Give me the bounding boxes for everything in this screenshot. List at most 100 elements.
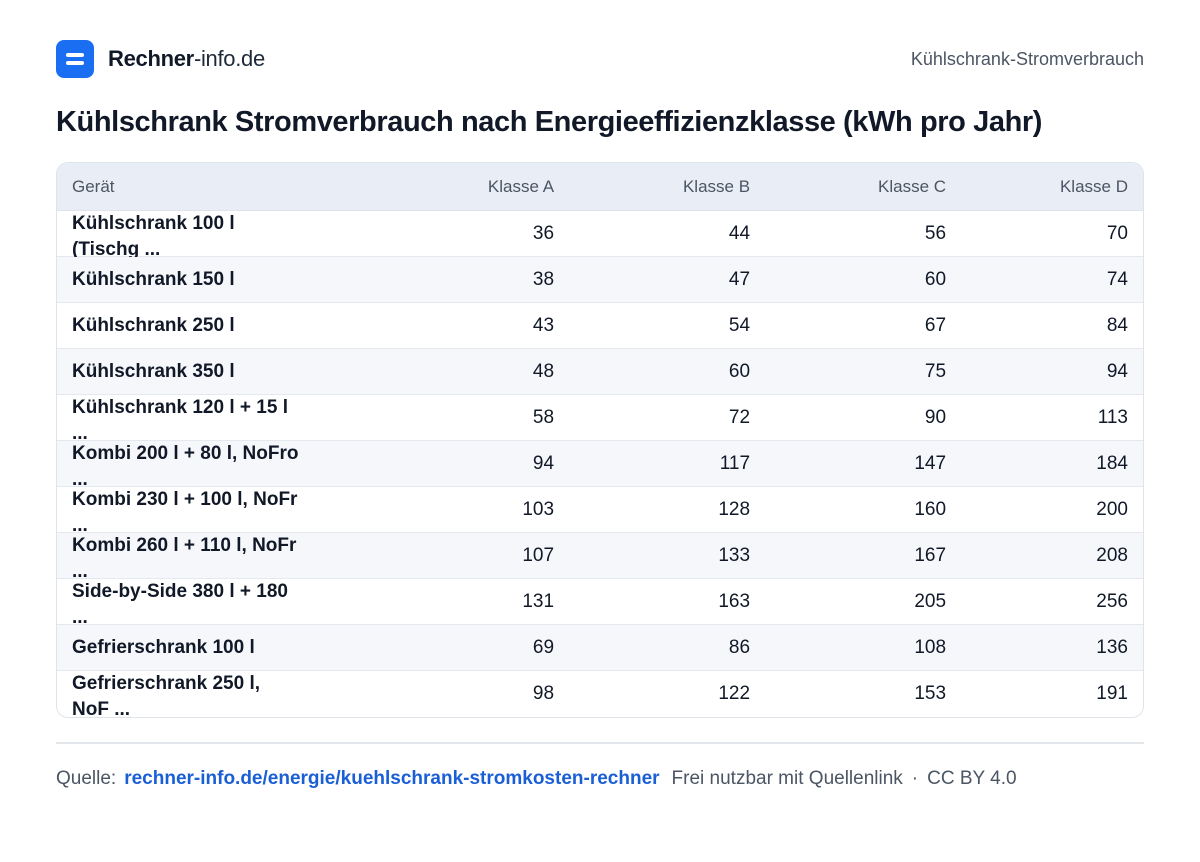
license-note: Frei nutzbar mit Quellenlink bbox=[671, 768, 903, 789]
row-cell-geraet: Kombi 200 l + 80 l, NoFro ... bbox=[57, 441, 358, 487]
value-cell-klasse-d: 256 bbox=[1096, 590, 1128, 612]
value-cell-klasse-a: 107 bbox=[522, 544, 555, 566]
device-name: Gefrierschrank 100 l bbox=[72, 636, 255, 658]
value-cell-klasse-b: 44 bbox=[728, 222, 751, 244]
table-row: Gefrierschrank 100 l 69 86 108 136 bbox=[57, 625, 1143, 671]
table-row: Kühlschrank 120 l + 15 l ... 58 72 90 113 bbox=[57, 395, 1143, 441]
device-name: Kühlschrank 100 l (Tischg ... bbox=[72, 212, 235, 257]
value-cell-klasse-d: 70 bbox=[1106, 222, 1128, 244]
value-cell-klasse-d: 208 bbox=[1096, 544, 1128, 566]
site-header: Rechner-info.de Kühlschrank-Stromverbrau… bbox=[56, 40, 1144, 78]
value-cell-klasse-c: 108 bbox=[914, 636, 947, 658]
value-cell-klasse-c: 67 bbox=[924, 314, 947, 336]
value-cell-klasse-d: 113 bbox=[1097, 406, 1128, 428]
device-name: Side-by-Side 380 l + 180 ... bbox=[72, 580, 288, 625]
table-row: Kühlschrank 150 l 38 47 60 74 bbox=[57, 257, 1143, 303]
value-cell-klasse-b: 60 bbox=[728, 360, 751, 382]
brand-logo-icon bbox=[56, 40, 94, 78]
value-cell-klasse-d: 200 bbox=[1096, 498, 1128, 520]
value-cell-klasse-c: 153 bbox=[914, 683, 947, 704]
table-row: Kühlschrank 250 l 43 54 67 84 bbox=[57, 303, 1143, 349]
value-cell-klasse-c: 60 bbox=[924, 268, 947, 290]
device-name: Gefrierschrank 250 l, NoF ... bbox=[72, 673, 260, 717]
value-cell-klasse-b: 117 bbox=[719, 452, 751, 474]
brand-name-rest: -info.de bbox=[193, 46, 265, 71]
column-header-geraet: Gerät bbox=[72, 176, 115, 196]
table-row: Kombi 260 l + 110 l, NoFr ... 107 133 167 20… bbox=[57, 533, 1143, 579]
row-cell-geraet: Kühlschrank 150 l bbox=[57, 267, 358, 293]
row-cell-geraet: Gefrierschrank 250 l, NoF ... bbox=[57, 671, 358, 717]
value-cell-klasse-c: 56 bbox=[924, 222, 947, 244]
value-cell-klasse-b: 47 bbox=[728, 268, 751, 290]
value-cell-klasse-d: 191 bbox=[1096, 683, 1128, 704]
value-cell-klasse-d: 74 bbox=[1106, 268, 1128, 290]
column-header-klasse-a: Klasse A bbox=[487, 176, 555, 196]
value-cell-klasse-b: 122 bbox=[718, 683, 751, 704]
brand-name-bold: Rechner bbox=[108, 46, 194, 71]
table-row: Kühlschrank 350 l 48 60 75 94 bbox=[57, 349, 1143, 395]
row-cell-geraet: Kombi 230 l + 100 l, NoFr ... bbox=[57, 487, 358, 533]
value-cell-klasse-d: 94 bbox=[1106, 360, 1128, 382]
value-cell-klasse-c: 160 bbox=[914, 498, 947, 520]
value-cell-klasse-d: 84 bbox=[1106, 314, 1128, 336]
brand-name: Rechner-info.de bbox=[108, 46, 265, 72]
value-cell-klasse-c: 167 bbox=[914, 544, 947, 566]
value-cell-klasse-b: 128 bbox=[718, 498, 751, 520]
column-header-klasse-c: Klasse C bbox=[878, 176, 947, 196]
consumption-table: Gerät Klasse A Klasse B Klasse C Klasse … bbox=[56, 162, 1144, 718]
table-row: Side-by-Side 380 l + 180 ... 131 163 205 256 bbox=[57, 579, 1143, 625]
row-cell-geraet: Kühlschrank 120 l + 15 l ... bbox=[57, 395, 358, 441]
source-link[interactable]: rechner-info.de/energie/kuehlschrank-str… bbox=[124, 768, 660, 789]
column-header-klasse-b: Klasse B bbox=[682, 176, 751, 196]
device-name: Kühlschrank 250 l bbox=[72, 314, 235, 336]
value-cell-klasse-d: 136 bbox=[1096, 636, 1128, 658]
device-name: Kombi 200 l + 80 l, NoFro ... bbox=[72, 442, 299, 487]
row-cell-geraet: Kombi 260 l + 110 l, NoFr ... bbox=[57, 533, 358, 579]
value-cell-klasse-b: 163 bbox=[718, 590, 751, 612]
table-body: Kühlschrank 100 l (Tischg ... 36 44 56 70 Küh… bbox=[57, 211, 1143, 717]
brand-logo-link[interactable]: Rechner-info.de bbox=[56, 40, 265, 78]
row-cell-geraet: Kühlschrank 100 l (Tischg ... bbox=[57, 211, 358, 257]
value-cell-klasse-c: 75 bbox=[924, 360, 947, 382]
device-name: Kühlschrank 350 l bbox=[72, 360, 235, 382]
value-cell-klasse-d: 184 bbox=[1096, 452, 1128, 474]
value-cell-klasse-a: 131 bbox=[522, 590, 555, 612]
device-name: Kühlschrank 150 l bbox=[72, 268, 235, 290]
value-cell-klasse-a: 98 bbox=[532, 683, 555, 704]
value-cell-klasse-a: 38 bbox=[532, 268, 555, 290]
value-cell-klasse-b: 54 bbox=[728, 314, 751, 336]
value-cell-klasse-a: 94 bbox=[532, 452, 555, 474]
row-cell-geraet: Side-by-Side 380 l + 180 ... bbox=[57, 579, 358, 625]
page-label: Kühlschrank-Stromverbrauch bbox=[910, 48, 1144, 69]
value-cell-klasse-b: 86 bbox=[728, 636, 751, 658]
table-row: Kombi 230 l + 100 l, NoFr ... 103 128 160 20… bbox=[57, 487, 1143, 533]
table-row: Kombi 200 l + 80 l, NoFro ... 94 117 147 184 bbox=[57, 441, 1143, 487]
table-row: Kühlschrank 100 l (Tischg ... 36 44 56 70 bbox=[57, 211, 1143, 257]
footer: Quelle: rechner-info.de/energie/kuehlsch… bbox=[56, 768, 1144, 790]
row-cell-geraet: Kühlschrank 250 l bbox=[57, 313, 358, 339]
chart-title: Kühlschrank Stromverbrauch nach Energiee… bbox=[56, 106, 1043, 138]
value-cell-klasse-a: 103 bbox=[522, 498, 555, 520]
device-name: Kühlschrank 120 l + 15 l ... bbox=[72, 396, 288, 441]
device-name: Kombi 230 l + 100 l, NoFr ... bbox=[72, 488, 298, 533]
value-cell-klasse-c: 205 bbox=[914, 590, 947, 612]
footer-separator: · bbox=[911, 768, 919, 789]
source-label: Quelle: bbox=[56, 768, 117, 789]
value-cell-klasse-a: 69 bbox=[532, 636, 555, 658]
license-label: CC BY 4.0 bbox=[927, 768, 1017, 789]
footer-divider bbox=[56, 742, 1144, 744]
table-header-row: Gerät Klasse A Klasse B Klasse C Klasse … bbox=[57, 163, 1143, 211]
device-name: Kombi 260 l + 110 l, NoFr ... bbox=[72, 534, 297, 579]
row-cell-geraet: Kühlschrank 350 l bbox=[57, 359, 358, 385]
value-cell-klasse-a: 58 bbox=[532, 406, 555, 428]
value-cell-klasse-c: 90 bbox=[924, 406, 947, 428]
table-row: Gefrierschrank 250 l, NoF ... 98 122 153 191 bbox=[57, 671, 1143, 717]
value-cell-klasse-b: 133 bbox=[718, 544, 751, 566]
column-header-klasse-d: Klasse D bbox=[1059, 176, 1128, 196]
value-cell-klasse-c: 147 bbox=[914, 452, 947, 474]
value-cell-klasse-b: 72 bbox=[728, 406, 751, 428]
value-cell-klasse-a: 43 bbox=[532, 314, 555, 336]
value-cell-klasse-a: 36 bbox=[532, 222, 555, 244]
row-cell-geraet: Gefrierschrank 100 l bbox=[57, 635, 358, 661]
value-cell-klasse-a: 48 bbox=[532, 360, 555, 382]
